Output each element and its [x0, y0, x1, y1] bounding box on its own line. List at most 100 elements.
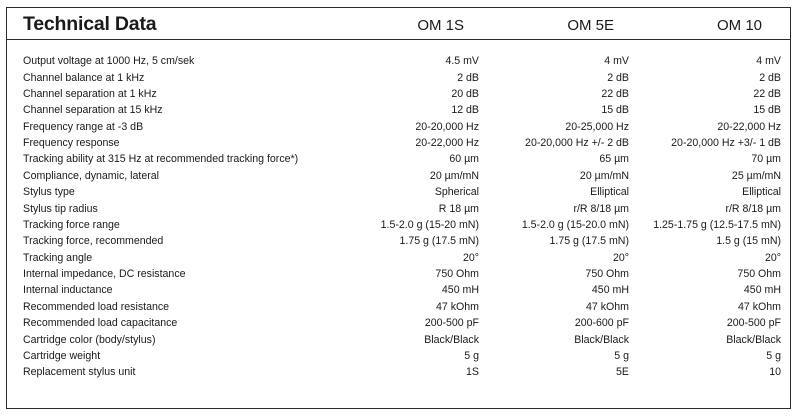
spec-value-om-10: 22 dB: [753, 87, 781, 100]
spec-value-om-10: 2 dB: [759, 71, 781, 84]
spec-value-om-10: 750 Ohm: [737, 268, 781, 281]
spec-label: Tracking force range: [23, 218, 120, 231]
spec-value-om-10: 25 µm/mN: [731, 169, 781, 182]
spec-label: Output voltage at 1000 Hz, 5 cm/sek: [23, 55, 195, 68]
spec-value-om-5e: r/R 8/18 µm: [573, 202, 629, 215]
table-row: Stylus type Spherical Elliptical Elliptical: [23, 184, 781, 200]
spec-value-om-1s: 60 µm: [449, 153, 479, 166]
table-row: Cartridge color (body/stylus) Black/Black…: [23, 331, 781, 347]
spec-value-om-1s: R 18 µm: [438, 202, 479, 215]
spec-value-om-10: 1.25-1.75 g (12.5-17.5 mN): [653, 218, 781, 231]
specs-table: Output voltage at 1000 Hz, 5 cm/sek 4.5 m…: [23, 53, 781, 381]
spec-value-om-10: Elliptical: [742, 186, 781, 199]
spec-value-om-1s: 20 µm/mN: [429, 169, 479, 182]
spec-value-om-10: Black/Black: [726, 333, 781, 346]
spec-value-om-5e: 47 kOhm: [586, 300, 629, 313]
spec-value-om-1s: 47 kOhm: [436, 300, 479, 313]
spec-value-om-5e: 200-600 pF: [574, 317, 629, 330]
table-row: Replacement stylus unit 1S 5E 10: [23, 364, 781, 380]
spec-value-om-1s: 20-20,000 Hz: [415, 120, 479, 133]
spec-label: Compliance, dynamic, lateral: [23, 169, 160, 182]
table-row: Stylus tip radius R 18 µm r/R 8/18 µm r/R 8…: [23, 200, 781, 216]
technical-data-panel: Technical Data OM 1S OM 5E OM 10 Output …: [6, 7, 791, 409]
spec-value-om-10: r/R 8/18 µm: [725, 202, 781, 215]
spec-value-om-5e: 5E: [616, 366, 629, 379]
spec-label: Stylus tip radius: [23, 202, 98, 215]
spec-label: Channel separation at 15 kHz: [23, 104, 163, 117]
spec-value-om-5e: 450 mH: [591, 284, 629, 297]
spec-value-om-1s: 200-500 pF: [424, 317, 479, 330]
spec-value-om-1s: Spherical: [434, 186, 479, 199]
spec-value-om-5e: 1.5-2.0 g (15-20.0 mN): [521, 218, 629, 231]
spec-label: Replacement stylus unit: [23, 366, 136, 379]
spec-value-om-5e: 65 µm: [599, 153, 629, 166]
table-row: Recommended load resistance 47 kOhm 47 kOh…: [23, 299, 781, 315]
spec-label: Stylus type: [23, 186, 75, 199]
spec-label: Cartridge weight: [23, 349, 101, 362]
spec-value-om-5e: 22 dB: [601, 87, 629, 100]
table-row: Channel separation at 1 kHz 20 dB 22 dB 22 …: [23, 86, 781, 102]
table-row: Frequency range at -3 dB 20-20,000 Hz 20-2…: [23, 119, 781, 135]
table-header: Technical Data OM 1S OM 5E OM 10: [7, 8, 790, 40]
spec-value-om-5e: Elliptical: [590, 186, 629, 199]
table-row: Internal impedance, DC resistance 750 Ohm…: [23, 266, 781, 282]
specs-table-body: Output voltage at 1000 Hz, 5 cm/sek 4.5 m…: [23, 53, 781, 381]
column-header-om-5e: OM 5E: [567, 17, 614, 34]
spec-value-om-5e: 1.75 g (17.5 mN): [549, 235, 630, 248]
column-header-om-1s: OM 1S: [417, 17, 464, 34]
spec-value-om-1s: Black/Black: [424, 333, 479, 346]
spec-value-om-1s: 750 Ohm: [435, 268, 479, 281]
spec-value-om-1s: 1.75 g (17.5 mN): [399, 235, 480, 248]
spec-label: Internal inductance: [23, 284, 113, 297]
spec-value-om-5e: 15 dB: [601, 104, 629, 117]
table-row: Frequency response 20-22,000 Hz 20-20,000 …: [23, 135, 781, 151]
spec-value-om-1s: 12 dB: [451, 104, 479, 117]
table-row: Tracking force range 1.5-2.0 g (15-20 mN)…: [23, 217, 781, 233]
table-row: Tracking angle 20° 20° 20°: [23, 250, 781, 266]
spec-value-om-1s: 2 dB: [457, 71, 479, 84]
spec-value-om-10: 15 dB: [753, 104, 781, 117]
table-row: Recommended load capacitance 200-500 pF 20…: [23, 315, 781, 331]
table-row: Channel separation at 15 kHz 12 dB 15 dB 15…: [23, 102, 781, 118]
spec-value-om-10: 10: [769, 366, 781, 379]
spec-value-om-1s: 1.5-2.0 g (15-20 mN): [380, 218, 479, 231]
spec-label: Channel separation at 1 kHz: [23, 87, 157, 100]
spec-value-om-1s: 20 dB: [451, 87, 479, 100]
table-row: Tracking force, recommended 1.75 g (17.5 …: [23, 233, 781, 249]
spec-label: Cartridge color (body/stylus): [23, 333, 156, 346]
spec-value-om-5e: 4 mV: [604, 55, 629, 68]
spec-value-om-10: 1.5 g (15 mN): [716, 235, 781, 248]
spec-value-om-5e: 20-20,000 Hz +/- 2 dB: [525, 137, 629, 150]
spec-value-om-5e: 20°: [612, 251, 629, 264]
spec-label: Frequency response: [23, 137, 120, 150]
table-row: Internal inductance 450 mH 450 mH 450 mH: [23, 282, 781, 298]
spec-value-om-5e: 750 Ohm: [585, 268, 629, 281]
spec-value-om-10: 20°: [764, 251, 781, 264]
spec-value-om-5e: 5 g: [614, 349, 629, 362]
spec-value-om-5e: 20-25,000 Hz: [565, 120, 629, 133]
spec-label: Internal impedance, DC resistance: [23, 268, 186, 281]
spec-label: Recommended load resistance: [23, 300, 170, 313]
spec-value-om-10: 4 mV: [756, 55, 781, 68]
spec-label: Tracking force, recommended: [23, 235, 164, 248]
table-row: Compliance, dynamic, lateral 20 µm/mN 20 µ…: [23, 168, 781, 184]
spec-value-om-10: 20-20,000 Hz +3/- 1 dB: [671, 137, 781, 150]
table-row: Channel balance at 1 kHz 2 dB 2 dB 2 dB: [23, 69, 781, 85]
spec-value-om-5e: 2 dB: [607, 71, 629, 84]
spec-value-om-1s: 20°: [462, 251, 479, 264]
spec-value-om-10: 20-22,000 Hz: [717, 120, 781, 133]
spec-value-om-10: 5 g: [766, 349, 781, 362]
spec-value-om-10: 47 kOhm: [738, 300, 781, 313]
spec-label: Tracking ability at 315 Hz at recommende…: [23, 153, 299, 166]
spec-value-om-10: 200-500 pF: [726, 317, 781, 330]
spec-value-om-1s: 1S: [466, 366, 479, 379]
spec-value-om-10: 70 µm: [751, 153, 781, 166]
spec-label: Channel balance at 1 kHz: [23, 71, 145, 84]
table-row: Cartridge weight 5 g 5 g 5 g: [23, 348, 781, 364]
table-row: Tracking ability at 315 Hz at recommende…: [23, 151, 781, 167]
spec-value-om-5e: Black/Black: [574, 333, 629, 346]
spec-value-om-1s: 4.5 mV: [445, 55, 479, 68]
spec-label: Recommended load capacitance: [23, 317, 178, 330]
spec-value-om-1s: 450 mH: [441, 284, 479, 297]
spec-label: Tracking angle: [23, 251, 93, 264]
